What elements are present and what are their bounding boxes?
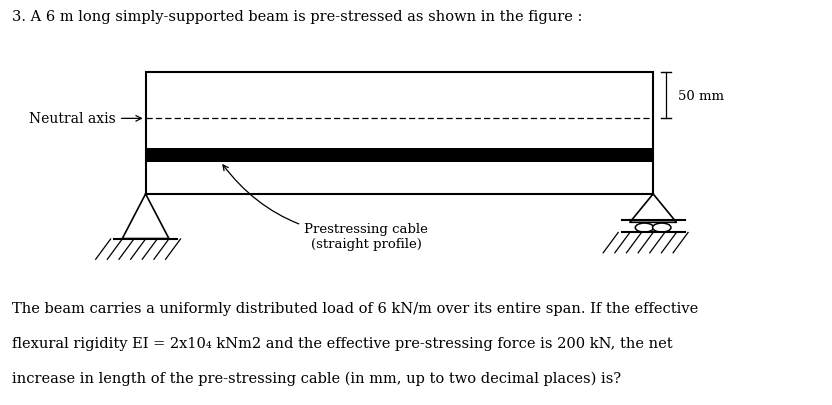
Text: 3. A 6 m long simply-supported beam is pre-stressed as shown in the figure :: 3. A 6 m long simply-supported beam is p… bbox=[12, 10, 583, 24]
Text: flexural rigidity EI = 2x10₄ kNm2 and the effective pre-stressing force is 200 k: flexural rigidity EI = 2x10₄ kNm2 and th… bbox=[12, 336, 673, 350]
Text: Neutral axis: Neutral axis bbox=[29, 112, 141, 126]
Text: The beam carries a uniformly distributed load of 6 kN/m over its entire span. If: The beam carries a uniformly distributed… bbox=[12, 302, 699, 315]
Text: increase in length of the pre-stressing cable (in mm, up to two decimal places) : increase in length of the pre-stressing … bbox=[12, 371, 622, 385]
Bar bbox=[146, 149, 653, 162]
Circle shape bbox=[652, 224, 671, 232]
Text: Prestressing cable
(straight profile): Prestressing cable (straight profile) bbox=[223, 166, 428, 251]
Circle shape bbox=[636, 224, 654, 232]
Text: 50 mm: 50 mm bbox=[678, 90, 724, 102]
Bar bbox=[146, 73, 653, 194]
